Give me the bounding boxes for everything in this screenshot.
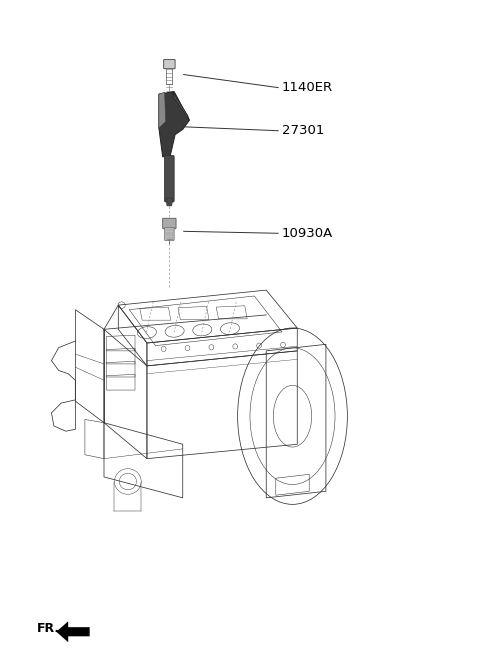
Polygon shape (166, 198, 173, 206)
Polygon shape (159, 92, 166, 128)
Polygon shape (172, 92, 190, 120)
FancyBboxPatch shape (163, 218, 176, 229)
Polygon shape (159, 92, 190, 157)
FancyBboxPatch shape (164, 60, 175, 69)
FancyBboxPatch shape (165, 228, 174, 241)
Polygon shape (56, 621, 90, 642)
Text: 1140ER: 1140ER (282, 81, 333, 94)
Text: 27301: 27301 (282, 124, 324, 137)
Text: 10930A: 10930A (282, 227, 333, 240)
Text: FR.: FR. (37, 622, 60, 635)
FancyBboxPatch shape (165, 155, 174, 202)
